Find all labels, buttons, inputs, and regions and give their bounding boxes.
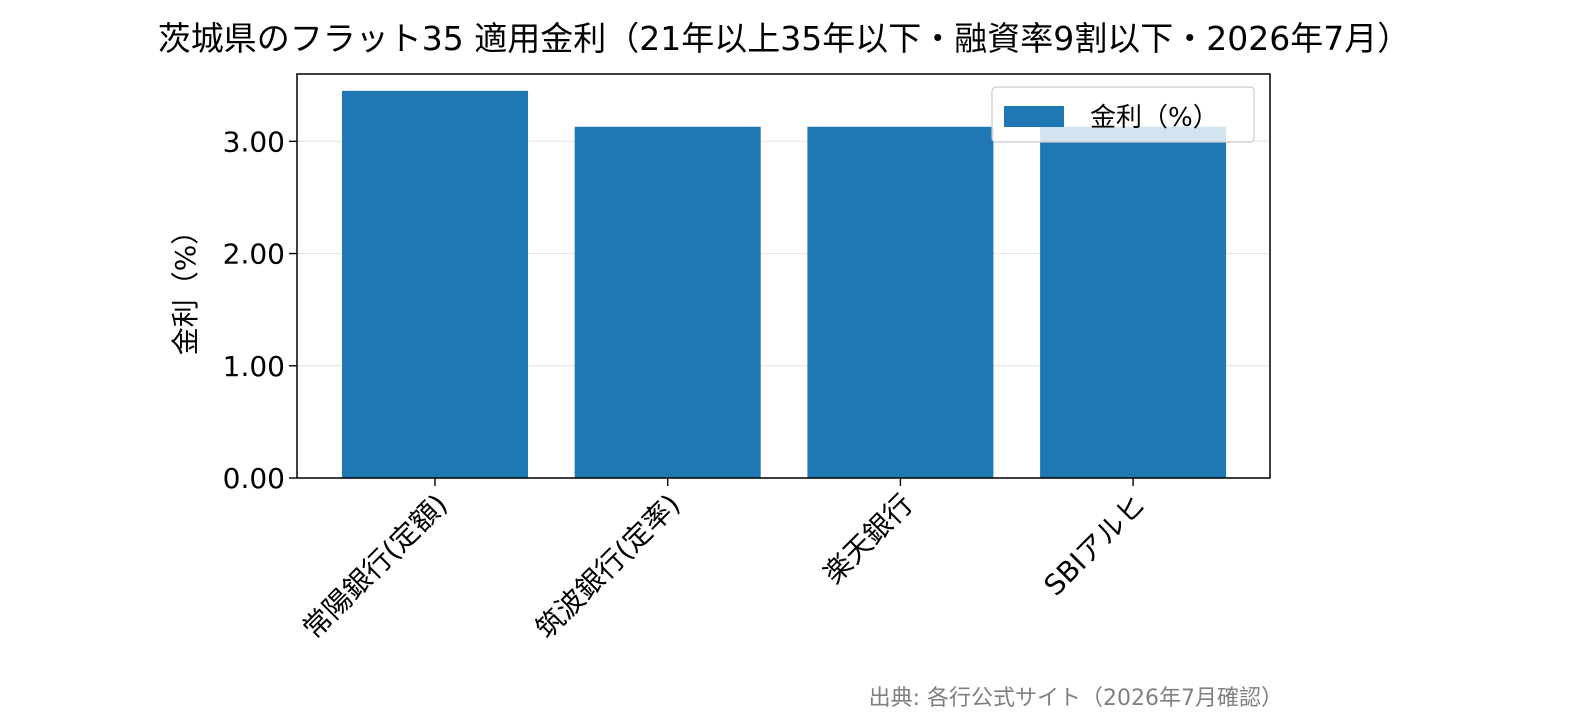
bar: [1040, 126, 1227, 478]
legend-swatch: [1004, 106, 1064, 127]
bar: [574, 126, 761, 478]
y-axis-label: 金利（%）: [169, 217, 202, 356]
x-tick-label: 楽天銀行: [817, 488, 920, 591]
legend-box: [991, 86, 1255, 143]
bar: [342, 90, 528, 478]
y-axis: 0.00 1.00 2.00 3.00: [223, 125, 297, 495]
legend: 金利（%）: [991, 86, 1255, 143]
y-tick-label: 2.00: [223, 238, 285, 271]
x-axis: 常陽銀行(定額) 筑波銀行(定率) 楽天銀行 SBIアルヒ: [296, 478, 1152, 645]
y-tick-label: 1.00: [223, 350, 285, 383]
chart-title: 茨城県のフラット35 適用金利（21年以上35年以下・融資率9割以下・2026年…: [158, 19, 1410, 58]
plot-frame: [296, 73, 1271, 479]
x-tick-label: SBIアルヒ: [1038, 488, 1153, 603]
legend-label: 金利（%）: [1090, 103, 1219, 133]
source-note: 出典: 各行公式サイト（2026年7月確認）: [869, 686, 1283, 711]
bar: [807, 126, 994, 478]
y-tick-label: 3.00: [223, 125, 285, 158]
x-tick-label: 筑波銀行(定率): [529, 488, 687, 646]
bars: [342, 90, 1227, 478]
y-tick-label: 0.00: [223, 462, 285, 495]
x-tick-label: 常陽銀行(定額): [296, 488, 454, 646]
